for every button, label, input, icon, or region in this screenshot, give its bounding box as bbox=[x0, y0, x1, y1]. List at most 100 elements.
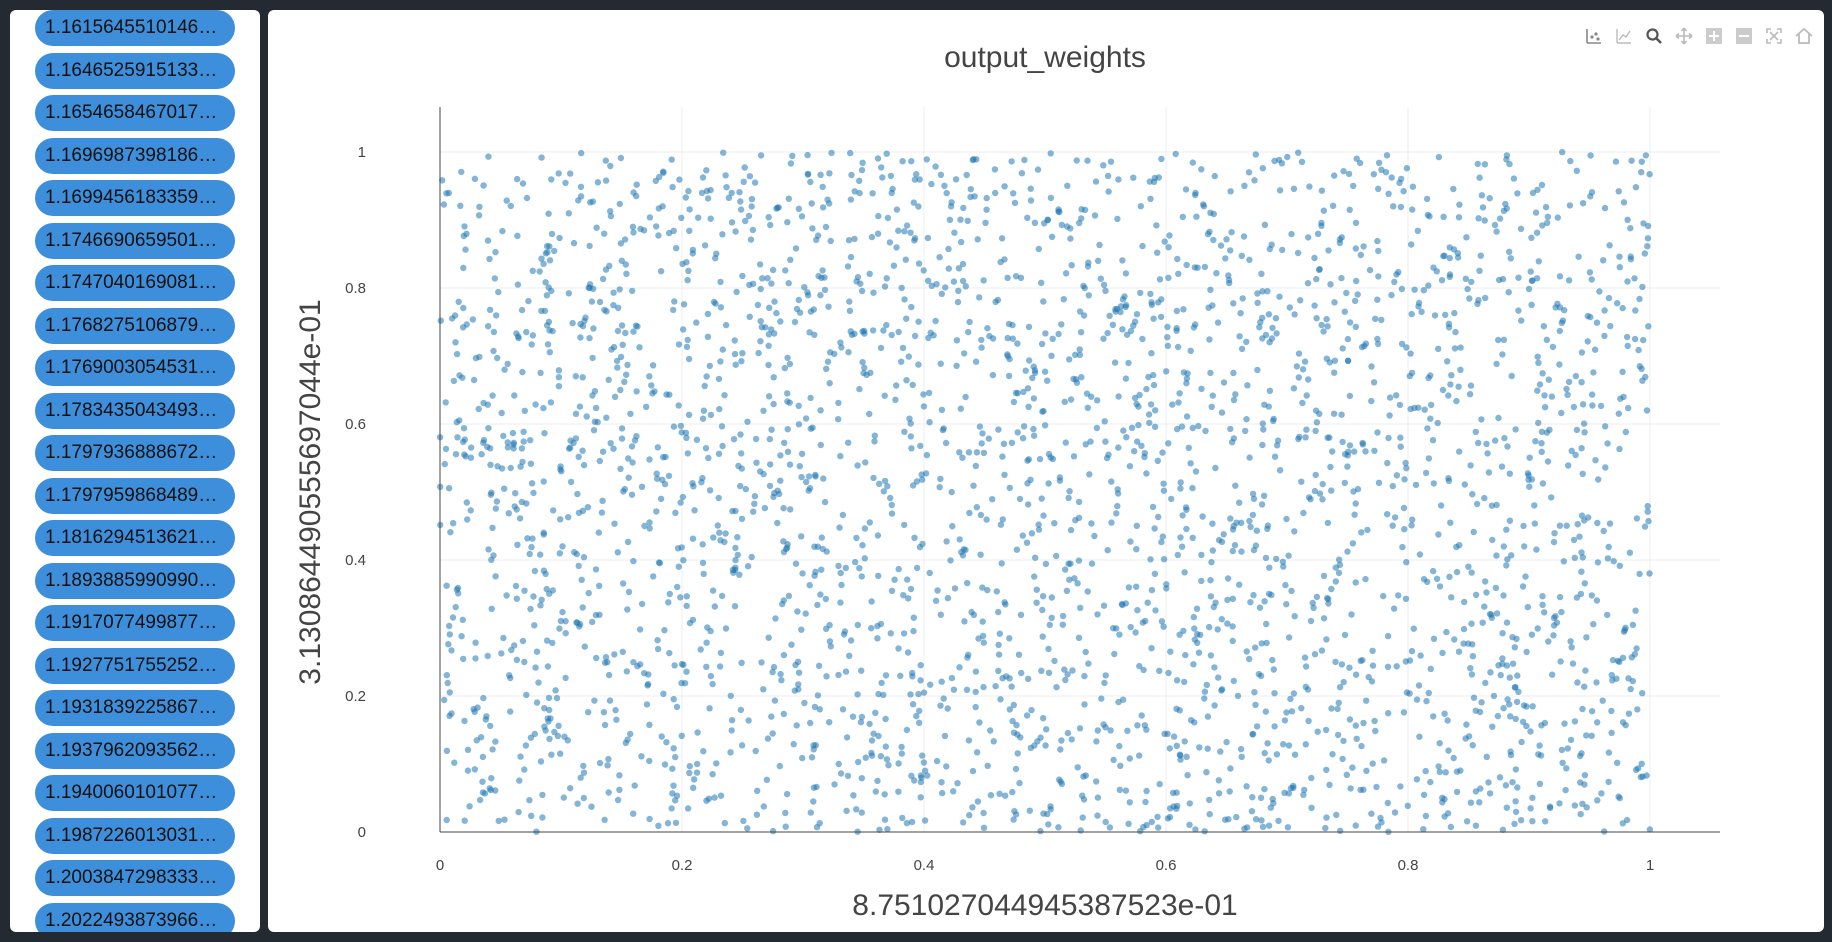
data-point[interactable] bbox=[1485, 779, 1492, 786]
data-point[interactable] bbox=[1517, 225, 1525, 232]
data-point[interactable] bbox=[768, 713, 775, 720]
data-point[interactable] bbox=[1134, 438, 1141, 445]
data-point[interactable] bbox=[1541, 404, 1549, 411]
data-point[interactable] bbox=[1447, 823, 1455, 831]
data-point[interactable] bbox=[1215, 777, 1222, 784]
data-point[interactable] bbox=[1006, 355, 1013, 363]
data-point[interactable] bbox=[567, 437, 574, 444]
data-point[interactable] bbox=[1316, 490, 1324, 497]
data-point[interactable] bbox=[1470, 528, 1477, 536]
data-point[interactable] bbox=[1640, 336, 1647, 344]
data-point[interactable] bbox=[1144, 599, 1151, 606]
data-point[interactable] bbox=[514, 232, 521, 239]
data-point[interactable] bbox=[1150, 371, 1157, 379]
data-point[interactable] bbox=[731, 350, 739, 358]
data-point[interactable] bbox=[556, 625, 563, 632]
data-point[interactable] bbox=[484, 652, 491, 660]
data-point[interactable] bbox=[1496, 774, 1504, 781]
data-point[interactable] bbox=[1350, 182, 1357, 190]
data-point[interactable] bbox=[1127, 538, 1134, 545]
data-point[interactable] bbox=[995, 667, 1002, 675]
data-point[interactable] bbox=[781, 364, 788, 372]
data-point[interactable] bbox=[977, 511, 985, 519]
data-point[interactable] bbox=[827, 237, 834, 245]
data-point[interactable] bbox=[531, 730, 538, 738]
data-point[interactable] bbox=[1093, 778, 1100, 785]
data-point[interactable] bbox=[1295, 435, 1302, 443]
data-point[interactable] bbox=[1620, 199, 1628, 206]
data-point[interactable] bbox=[1222, 255, 1229, 262]
data-point[interactable] bbox=[644, 680, 652, 688]
data-point[interactable] bbox=[1001, 256, 1008, 263]
data-point[interactable] bbox=[1078, 374, 1085, 381]
data-point[interactable] bbox=[1156, 780, 1163, 788]
data-point[interactable] bbox=[530, 593, 537, 600]
data-point[interactable] bbox=[1331, 357, 1339, 364]
data-point[interactable] bbox=[627, 730, 634, 738]
data-point[interactable] bbox=[577, 193, 585, 200]
data-point[interactable] bbox=[1515, 307, 1522, 314]
data-point[interactable] bbox=[703, 797, 710, 804]
data-point[interactable] bbox=[957, 405, 964, 412]
data-point[interactable] bbox=[533, 648, 541, 655]
data-point[interactable] bbox=[911, 534, 918, 541]
data-point[interactable] bbox=[446, 622, 453, 630]
data-point[interactable] bbox=[490, 328, 498, 336]
data-point[interactable] bbox=[1528, 277, 1536, 285]
data-point[interactable] bbox=[1247, 599, 1254, 606]
data-point[interactable] bbox=[948, 674, 956, 682]
data-point[interactable] bbox=[1207, 652, 1215, 659]
data-point[interactable] bbox=[1193, 605, 1201, 612]
data-point[interactable] bbox=[907, 691, 914, 698]
data-point[interactable] bbox=[685, 355, 693, 363]
data-point[interactable] bbox=[1512, 715, 1519, 723]
data-point[interactable] bbox=[1266, 339, 1273, 346]
data-point[interactable] bbox=[784, 390, 791, 397]
data-point[interactable] bbox=[1609, 677, 1616, 684]
data-point[interactable] bbox=[1397, 443, 1404, 450]
data-point[interactable] bbox=[1043, 726, 1050, 733]
data-point[interactable] bbox=[630, 328, 637, 335]
data-point[interactable] bbox=[813, 236, 820, 244]
data-point[interactable] bbox=[746, 313, 753, 320]
data-point[interactable] bbox=[920, 689, 928, 696]
data-point[interactable] bbox=[537, 369, 544, 377]
data-point[interactable] bbox=[640, 227, 648, 234]
data-point[interactable] bbox=[1301, 654, 1309, 661]
data-point[interactable] bbox=[998, 235, 1006, 242]
data-point[interactable] bbox=[1534, 625, 1541, 632]
data-point[interactable] bbox=[1174, 343, 1182, 351]
data-point[interactable] bbox=[537, 602, 544, 609]
data-point[interactable] bbox=[577, 320, 584, 328]
data-point[interactable] bbox=[1165, 669, 1172, 677]
data-point[interactable] bbox=[1304, 280, 1312, 287]
data-point[interactable] bbox=[670, 696, 677, 703]
data-point[interactable] bbox=[1499, 660, 1506, 667]
data-point[interactable] bbox=[1327, 463, 1334, 471]
data-point[interactable] bbox=[1380, 592, 1387, 600]
data-point[interactable] bbox=[722, 321, 730, 329]
data-point[interactable] bbox=[1175, 270, 1182, 277]
data-point[interactable] bbox=[589, 392, 596, 399]
data-point[interactable] bbox=[1564, 391, 1571, 398]
data-point[interactable] bbox=[1136, 752, 1143, 759]
data-point[interactable] bbox=[1468, 278, 1475, 286]
data-point[interactable] bbox=[1210, 236, 1217, 244]
data-point[interactable] bbox=[787, 160, 795, 167]
data-point[interactable] bbox=[529, 267, 536, 274]
data-point[interactable] bbox=[847, 149, 854, 157]
data-point[interactable] bbox=[1568, 644, 1575, 651]
data-point[interactable] bbox=[810, 784, 818, 791]
sidebar-item[interactable]: 1.2022493873966… bbox=[35, 902, 235, 932]
data-point[interactable] bbox=[617, 154, 625, 162]
data-point[interactable] bbox=[1604, 440, 1611, 447]
data-point[interactable] bbox=[765, 393, 773, 400]
data-point[interactable] bbox=[843, 734, 851, 741]
data-point[interactable] bbox=[1130, 174, 1137, 181]
data-point[interactable] bbox=[674, 583, 681, 591]
data-point[interactable] bbox=[646, 373, 653, 380]
data-point[interactable] bbox=[1075, 634, 1083, 641]
data-point[interactable] bbox=[1479, 204, 1487, 211]
data-point[interactable] bbox=[757, 318, 764, 325]
data-point[interactable] bbox=[1008, 439, 1016, 446]
